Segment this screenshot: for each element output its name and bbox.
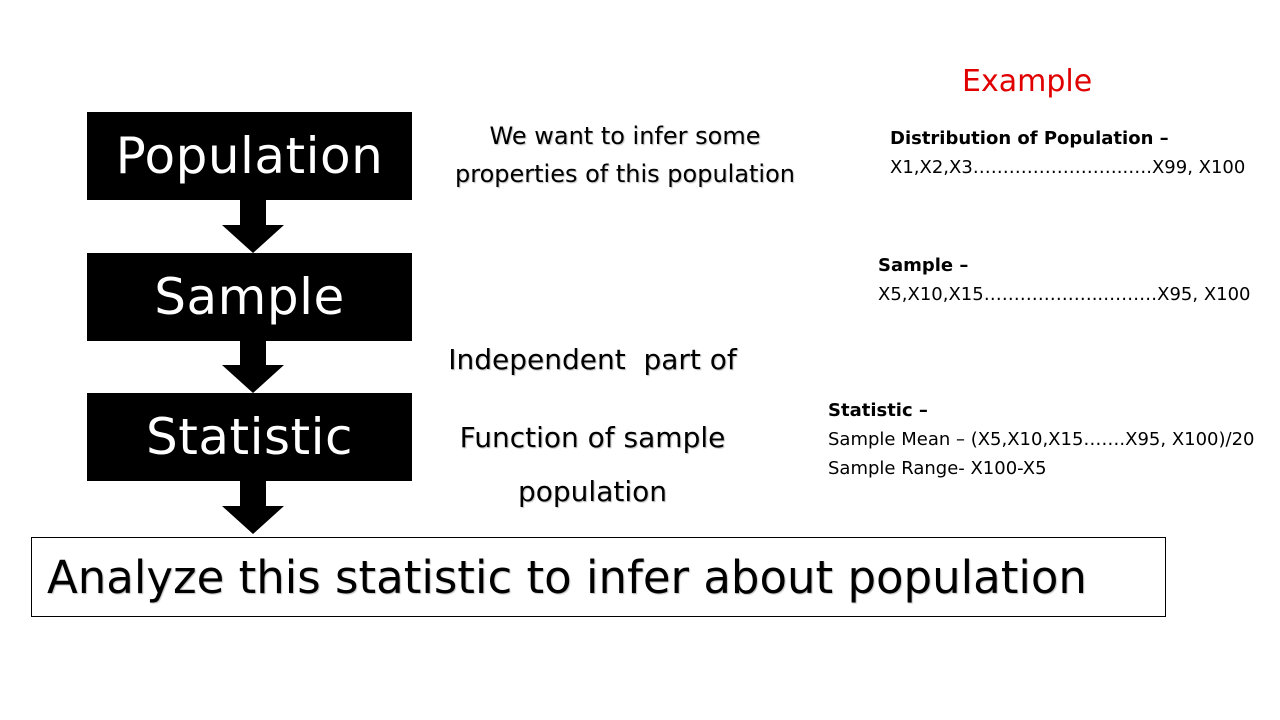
population-box: Population [87, 112, 412, 200]
statistic-description: Function of sample [459, 421, 726, 454]
example-statistic: Statistic – Sample Mean – (X5,X10,X15…….… [828, 396, 1255, 483]
arrow-down-icon [220, 340, 286, 393]
example-statistic-heading: Statistic – [828, 400, 928, 421]
arrow-down-icon [220, 200, 286, 253]
sample-description-line-1: Independent part of [448, 343, 737, 376]
example-title: Example [962, 64, 1093, 99]
example-sample: Sample – X5,X10,X15………………..………X95, X100 [878, 251, 1251, 309]
sample-description: Independent part of population [425, 250, 760, 558]
conclusion-box: Analyze this statistic to infer about po… [31, 537, 1166, 617]
example-sample-values: X5,X10,X15………………..………X95, X100 [878, 284, 1251, 305]
population-description-line-1: We want to infer some [489, 122, 761, 150]
example-sample-range: Sample Range- X100-X5 [828, 458, 1047, 479]
example-population: Distribution of Population – X1,X2,X3………… [890, 124, 1245, 182]
example-sample-heading: Sample – [878, 255, 969, 276]
sample-description-line-2: population [518, 475, 667, 508]
arrow-down-icon [220, 481, 286, 534]
population-description-line-2: properties of this population [455, 160, 795, 188]
example-population-heading: Distribution of Population – [890, 128, 1169, 149]
example-population-values: X1,X2,X3……………………..….X99, X100 [890, 157, 1246, 178]
population-description: We want to infer some properties of this… [430, 117, 820, 193]
example-sample-mean: Sample Mean – (X5,X10,X15…….X95, X100)/2… [828, 429, 1255, 450]
statistic-box: Statistic [87, 393, 412, 481]
sample-box: Sample [87, 253, 412, 341]
